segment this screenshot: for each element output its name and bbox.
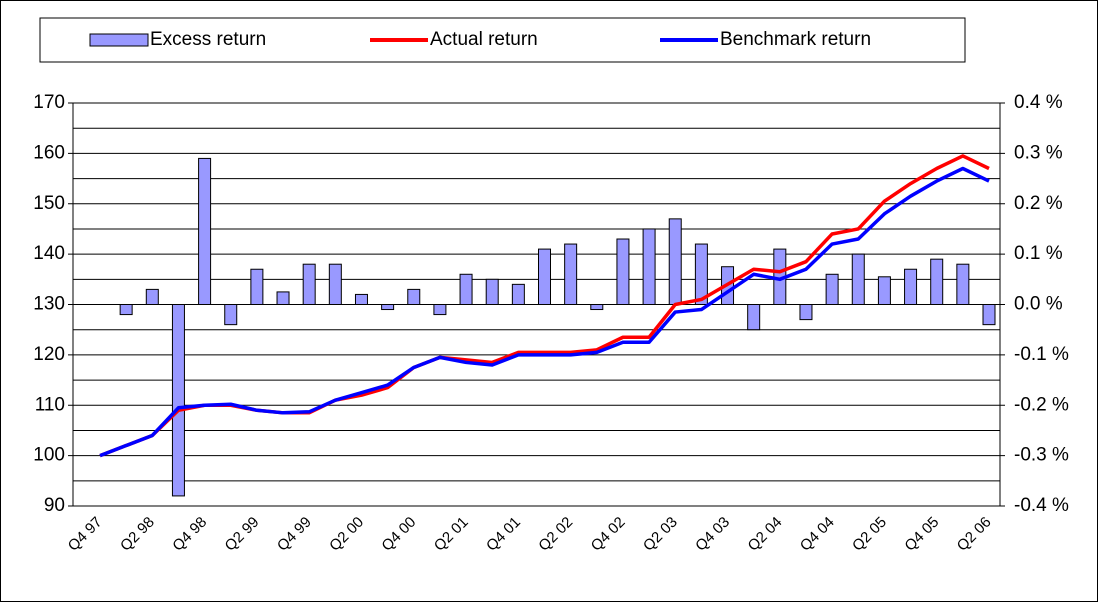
y-tick-label: 110 — [35, 394, 65, 415]
bar — [459, 273, 473, 305]
y2-tick-label: -0.1 % — [1014, 344, 1069, 365]
y2-tick-label: 0.1 % — [1014, 243, 1063, 264]
legend-label: Actual return — [430, 29, 538, 50]
y-tick-label: 130 — [33, 294, 65, 315]
bar — [354, 293, 368, 305]
bar — [224, 304, 238, 326]
bar — [825, 273, 839, 305]
bar — [590, 304, 604, 311]
bar — [407, 288, 421, 306]
y-tick-label: 150 — [33, 193, 65, 214]
bar — [145, 288, 159, 306]
y2-tick-label: -0.2 % — [1014, 394, 1069, 415]
bar — [198, 157, 212, 305]
bar — [877, 276, 891, 306]
bar — [511, 283, 525, 306]
bar — [982, 304, 996, 326]
legend-label: Benchmark return — [720, 29, 871, 50]
legend-box — [39, 17, 966, 63]
y2-tick-label: 0.4 % — [1014, 92, 1063, 113]
line — [99, 166, 990, 458]
bar — [485, 278, 499, 305]
y2-tick-label: -0.4 % — [1014, 495, 1069, 516]
bar — [956, 263, 970, 306]
y-tick-label: 100 — [33, 445, 65, 466]
bar — [171, 304, 185, 497]
y2-tick-label: 0.2 % — [1014, 193, 1063, 214]
y2-tick-label: -0.3 % — [1014, 445, 1069, 466]
bar — [694, 243, 708, 306]
bar — [538, 248, 551, 305]
bar — [616, 238, 630, 305]
bar — [381, 304, 395, 311]
bar — [799, 304, 813, 321]
y-tick-label: 160 — [33, 142, 65, 163]
bar — [668, 218, 682, 305]
y2-tick-label: 0.3 % — [1014, 142, 1063, 163]
legend-label: Excess return — [150, 29, 266, 50]
bar — [302, 263, 316, 306]
bar — [851, 253, 865, 305]
bar — [328, 263, 342, 306]
bar — [564, 243, 578, 306]
y-tick-label: 170 — [33, 92, 65, 113]
legend-swatch — [89, 33, 149, 47]
y-tick-label: 140 — [33, 243, 65, 264]
bar — [276, 291, 290, 305]
y-tick-label: 120 — [33, 344, 65, 365]
bar — [904, 268, 918, 305]
y-tick-label: 90 — [44, 495, 65, 516]
bar — [930, 258, 944, 306]
bar — [747, 304, 761, 331]
y2-tick-label: 0.0 % — [1014, 294, 1063, 315]
bar — [250, 268, 264, 305]
bar — [119, 304, 133, 316]
bar — [433, 304, 447, 316]
bar — [642, 228, 656, 305]
